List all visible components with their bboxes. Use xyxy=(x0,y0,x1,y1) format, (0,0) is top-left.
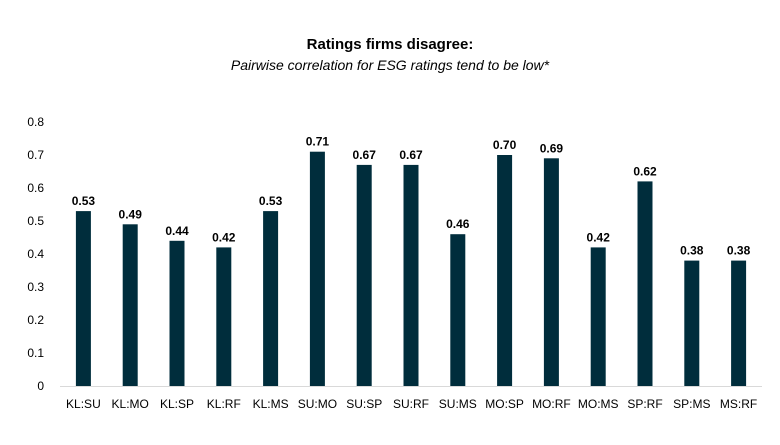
y-tick-label: 0.5 xyxy=(27,214,44,228)
bar-su-ms xyxy=(450,234,466,386)
data-label: 0.38 xyxy=(727,244,751,258)
y-tick-label: 0.3 xyxy=(27,280,44,294)
x-tick-label: KL:MO xyxy=(112,397,149,411)
bar-mo-sp xyxy=(497,155,513,386)
bar-sp-rf xyxy=(637,181,653,386)
data-label: 0.70 xyxy=(493,138,517,152)
data-label: 0.38 xyxy=(680,244,704,258)
data-label: 0.62 xyxy=(633,164,657,178)
x-tick-label: SP:MS xyxy=(673,397,710,411)
data-label: 0.71 xyxy=(306,135,330,149)
y-tick-label: 0 xyxy=(37,379,44,393)
data-label: 0.42 xyxy=(587,230,611,244)
x-tick-label: SU:SP xyxy=(346,397,382,411)
bar-kl-sp xyxy=(169,240,185,386)
bar-su-mo xyxy=(309,151,325,386)
bar-kl-mo xyxy=(122,224,138,386)
data-label: 0.53 xyxy=(72,194,96,208)
data-label: 0.67 xyxy=(353,148,377,162)
bar-ms-rf xyxy=(731,260,747,386)
x-tick-label: MS:RF xyxy=(720,397,757,411)
x-tick-label: MO:RF xyxy=(532,397,571,411)
data-label: 0.46 xyxy=(446,217,470,231)
y-tick-label: 0.1 xyxy=(27,346,44,360)
data-label: 0.42 xyxy=(212,230,236,244)
bar-su-rf xyxy=(403,164,419,386)
y-tick-label: 0.6 xyxy=(27,181,44,195)
x-tick-label: KL:MS xyxy=(253,397,289,411)
x-tick-label: MO:SP xyxy=(485,397,524,411)
bar-sp-ms xyxy=(684,260,700,386)
y-tick-label: 0.8 xyxy=(27,115,44,129)
x-tick-label: SU:MO xyxy=(298,397,337,411)
data-label: 0.69 xyxy=(540,141,564,155)
data-label: 0.49 xyxy=(119,207,143,221)
chart-subtitle: Pairwise correlation for ESG ratings ten… xyxy=(230,57,550,73)
y-tick-label: 0.2 xyxy=(27,313,44,327)
x-tick-label: SU:RF xyxy=(393,397,429,411)
bar-mo-ms xyxy=(590,247,606,386)
x-tick-label: SP:RF xyxy=(627,397,662,411)
x-tick-label: SU:MS xyxy=(439,397,477,411)
y-tick-label: 0.7 xyxy=(27,148,44,162)
x-tick-label: MO:MS xyxy=(578,397,619,411)
bar-kl-ms xyxy=(263,211,279,386)
data-label: 0.67 xyxy=(399,148,423,162)
bar-kl-su xyxy=(75,211,91,386)
bar-mo-rf xyxy=(543,158,559,386)
x-tick-label: KL:SU xyxy=(66,397,101,411)
x-tick-label: KL:SP xyxy=(160,397,194,411)
x-tick-label: KL:RF xyxy=(207,397,241,411)
y-tick-label: 0.4 xyxy=(27,247,44,261)
chart-title: Ratings firms disagree: xyxy=(306,36,474,53)
data-label: 0.53 xyxy=(259,194,283,208)
bar-su-sp xyxy=(356,164,372,386)
data-label: 0.44 xyxy=(165,224,189,238)
bar-kl-rf xyxy=(216,247,232,386)
